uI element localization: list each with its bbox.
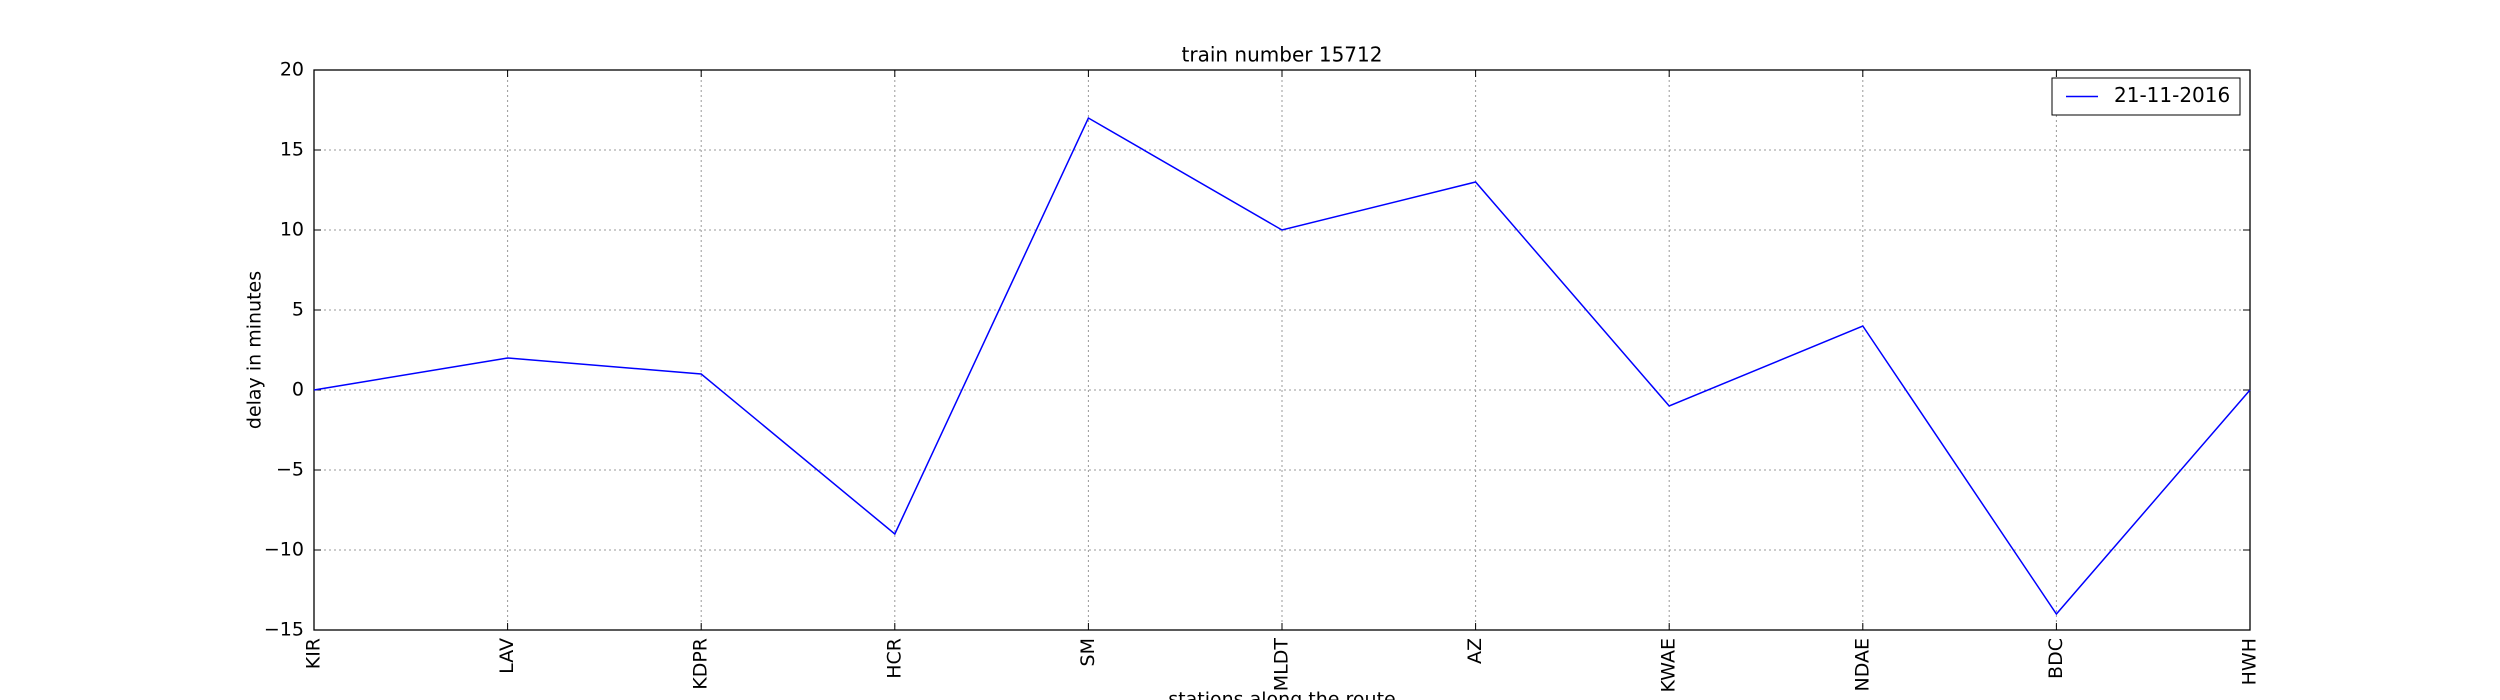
x-tick-label: HWH xyxy=(2239,638,2261,685)
y-tick-label: 15 xyxy=(280,139,304,161)
x-tick-label: HCR xyxy=(883,638,905,679)
x-tick-label: SM xyxy=(1077,638,1099,666)
x-tick-label: NDAE xyxy=(1851,638,1873,692)
y-tick-label: 5 xyxy=(292,299,304,321)
y-axis-label: delay in minutes xyxy=(244,271,266,429)
x-axis-label: stations along the route xyxy=(1168,689,1395,700)
x-tick-label: LAV xyxy=(496,638,518,674)
plot-frame xyxy=(313,69,2251,631)
data-line xyxy=(313,116,2251,616)
x-tick-label: KDPR xyxy=(690,638,712,690)
x-tick-label: AZ xyxy=(1464,638,1486,664)
legend-label: 21-11-2016 xyxy=(2114,83,2230,107)
x-tick-label: KIR xyxy=(303,638,325,669)
x-tick-label: KWAE xyxy=(1658,638,1680,693)
y-tick-label: −15 xyxy=(264,619,304,641)
y-tick-label: −5 xyxy=(276,459,304,481)
y-tick-label: 10 xyxy=(280,219,304,241)
y-tick-label: 20 xyxy=(280,59,304,81)
x-tick-label: MLDT xyxy=(1271,638,1293,692)
chart-title: train number 15712 xyxy=(1182,43,1383,67)
x-tick-label: BDC xyxy=(2045,638,2067,679)
y-tick-label: 0 xyxy=(292,379,304,401)
y-tick-label: −10 xyxy=(264,539,304,561)
